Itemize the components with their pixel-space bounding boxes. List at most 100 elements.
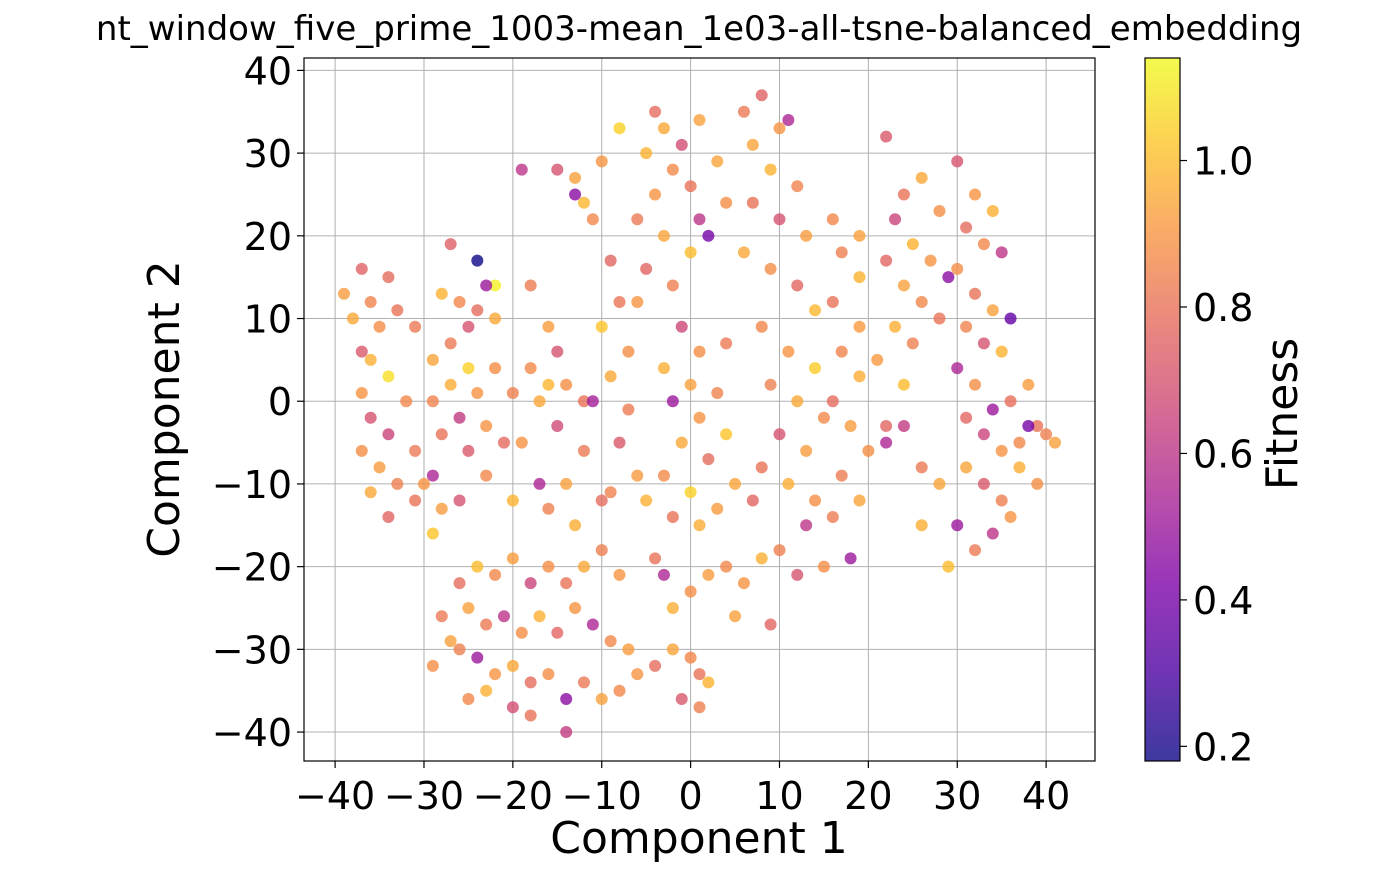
colorbar-frame — [1144, 57, 1181, 762]
scatter-point — [773, 544, 786, 557]
scatter-point — [515, 436, 528, 449]
scatter-point — [977, 477, 990, 490]
scatter-point — [471, 254, 484, 267]
scatter-point — [400, 395, 413, 408]
scatter-point — [489, 362, 502, 375]
scatter-point — [551, 345, 564, 358]
scatter-points — [337, 89, 1062, 739]
scatter-point — [1031, 477, 1044, 490]
scatter-point — [969, 188, 982, 201]
scatter-point — [444, 238, 457, 251]
scatter-point — [791, 180, 804, 193]
scatter-point — [755, 320, 768, 333]
y-tick-label: −30 — [212, 628, 292, 672]
scatter-point — [515, 626, 528, 639]
scatter-point — [346, 312, 359, 325]
scatter-point — [409, 494, 422, 507]
scatter-point — [809, 362, 822, 375]
scatter-point — [604, 254, 617, 267]
scatter-point — [995, 444, 1008, 457]
scatter-point — [809, 494, 822, 507]
scatter-point — [764, 163, 777, 176]
scatter-point — [417, 477, 430, 490]
scatter-point — [666, 511, 679, 524]
scatter-point — [1022, 420, 1035, 433]
scatter-point — [640, 494, 653, 507]
scatter-point — [871, 353, 884, 366]
scatter-point — [622, 643, 635, 656]
scatter-point — [631, 213, 644, 226]
scatter-point — [800, 519, 813, 532]
scatter-point — [977, 238, 990, 251]
scatter-point — [631, 668, 644, 681]
scatter-point — [889, 213, 902, 226]
scatter-point — [693, 213, 706, 226]
scatter-point — [551, 163, 564, 176]
scatter-point — [391, 304, 404, 317]
scatter-point — [577, 560, 590, 573]
scatter-point — [764, 618, 777, 631]
scatter-point — [684, 180, 697, 193]
x-tick-label: 20 — [844, 774, 892, 818]
scatter-point — [569, 171, 582, 184]
scatter-point — [506, 552, 519, 565]
scatter-point — [951, 262, 964, 275]
scatter-point — [880, 420, 893, 433]
scatter-point — [702, 453, 715, 466]
scatter-point — [382, 428, 395, 441]
scatter-point — [355, 262, 368, 275]
scatter-point — [711, 386, 724, 399]
scatter-point — [577, 444, 590, 457]
scatter-point — [906, 238, 919, 251]
scatter-point — [613, 568, 626, 581]
scatter-point — [666, 163, 679, 176]
x-tick-label: 10 — [755, 774, 803, 818]
scatter-point — [969, 287, 982, 300]
grid-lines — [304, 58, 1095, 761]
scatter-point — [622, 403, 635, 416]
scatter-point — [720, 196, 733, 209]
scatter-point — [649, 552, 662, 565]
scatter-point — [453, 295, 466, 308]
scatter-point — [720, 337, 733, 350]
scatter-point — [826, 511, 839, 524]
scatter-point — [853, 370, 866, 383]
scatter-point — [791, 568, 804, 581]
scatter-point — [355, 386, 368, 399]
scatter-point — [560, 378, 573, 391]
scatter-point — [880, 254, 893, 267]
scatter-point — [613, 684, 626, 697]
scatter-point — [817, 411, 830, 424]
scatter-point — [426, 469, 439, 482]
scatter-point — [489, 312, 502, 325]
scatter-point — [657, 362, 670, 375]
scatter-point — [791, 395, 804, 408]
scatter-point — [986, 304, 999, 317]
scatter-point — [471, 560, 484, 573]
scatter-point — [702, 676, 715, 689]
scatter-point — [693, 411, 706, 424]
scatter-point — [453, 411, 466, 424]
scatter-point — [951, 519, 964, 532]
scatter-point — [480, 469, 493, 482]
scatter-point — [986, 205, 999, 218]
scatter-point — [506, 494, 519, 507]
scatter-point — [951, 155, 964, 168]
scatter-point — [426, 527, 439, 540]
scatter-point — [729, 477, 742, 490]
scatter-point — [560, 692, 573, 705]
scatter-point — [764, 378, 777, 391]
scatter-point — [693, 519, 706, 532]
scatter-point — [337, 287, 350, 300]
scatter-point — [826, 213, 839, 226]
scatter-point — [613, 122, 626, 135]
y-tick-label: 40 — [244, 49, 292, 93]
scatter-point — [444, 378, 457, 391]
scatter-point — [800, 444, 813, 457]
scatter-point — [977, 428, 990, 441]
scatter-point — [960, 411, 973, 424]
scatter-point — [737, 577, 750, 590]
scatter-point — [1040, 428, 1053, 441]
scatter-point — [675, 138, 688, 151]
scatter-point — [480, 420, 493, 433]
